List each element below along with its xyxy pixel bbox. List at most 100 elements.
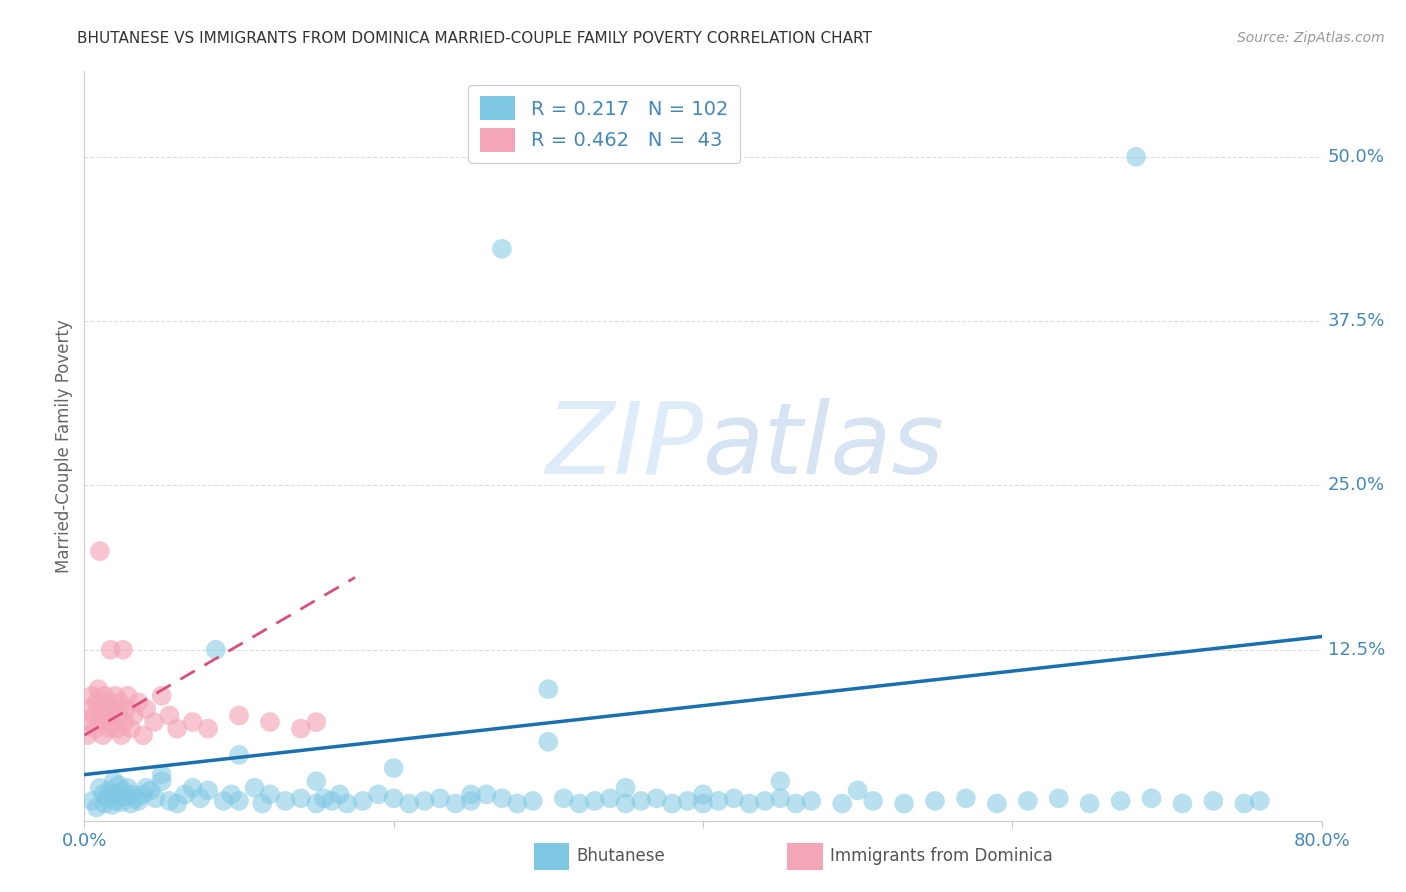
Point xyxy=(614,797,637,811)
Point xyxy=(87,682,110,697)
Point xyxy=(676,794,699,808)
Point xyxy=(86,800,108,814)
Point xyxy=(219,788,242,802)
Point xyxy=(723,791,745,805)
Point xyxy=(1125,150,1147,164)
Point xyxy=(112,783,135,797)
Text: 25.0%: 25.0% xyxy=(1327,476,1385,494)
Point xyxy=(117,780,139,795)
Point xyxy=(181,714,204,729)
Point xyxy=(82,689,104,703)
Text: BHUTANESE VS IMMIGRANTS FROM DOMINICA MARRIED-COUPLE FAMILY POVERTY CORRELATION : BHUTANESE VS IMMIGRANTS FROM DOMINICA MA… xyxy=(77,31,872,46)
Point xyxy=(89,714,111,729)
Point xyxy=(79,714,101,729)
Point xyxy=(429,791,451,805)
Point xyxy=(522,794,544,808)
Point xyxy=(86,695,108,709)
Point xyxy=(121,788,143,802)
Point xyxy=(110,728,132,742)
Point xyxy=(110,795,132,809)
Point xyxy=(112,642,135,657)
Point xyxy=(150,767,173,781)
Point xyxy=(290,722,312,736)
Point xyxy=(328,788,352,802)
Point xyxy=(243,780,266,795)
Point xyxy=(135,780,157,795)
Point xyxy=(491,791,513,805)
Point xyxy=(367,788,389,802)
Point xyxy=(107,778,129,792)
Point xyxy=(785,797,807,811)
Point xyxy=(98,722,121,736)
Point xyxy=(124,791,146,805)
Point xyxy=(1109,794,1132,808)
Y-axis label: Married-Couple Family Poverty: Married-Couple Family Poverty xyxy=(55,319,73,573)
Point xyxy=(707,794,730,808)
Point xyxy=(754,794,776,808)
Point xyxy=(105,788,128,802)
Point xyxy=(250,797,273,811)
Point xyxy=(553,791,575,805)
Point xyxy=(274,794,297,808)
Point xyxy=(89,780,111,795)
Point xyxy=(139,783,162,797)
Point xyxy=(382,761,405,775)
Point xyxy=(90,702,112,716)
Point xyxy=(93,797,115,811)
Point xyxy=(166,797,188,811)
Point xyxy=(120,722,142,736)
Point xyxy=(174,788,197,802)
Point xyxy=(259,714,281,729)
Point xyxy=(769,774,792,789)
Point xyxy=(135,702,157,716)
Point xyxy=(352,794,374,808)
Point xyxy=(91,788,114,802)
Point xyxy=(986,797,1008,811)
Point xyxy=(107,708,129,723)
Point xyxy=(228,708,250,723)
Point xyxy=(82,794,104,808)
Point xyxy=(127,794,149,808)
Point xyxy=(537,735,560,749)
Point xyxy=(460,788,482,802)
Point xyxy=(101,797,124,812)
Point xyxy=(769,791,792,805)
Point xyxy=(290,791,312,805)
Point xyxy=(103,774,125,789)
Text: Bhutanese: Bhutanese xyxy=(576,847,665,865)
Point xyxy=(103,702,125,716)
Point xyxy=(583,794,606,808)
Text: Immigrants from Dominica: Immigrants from Dominica xyxy=(830,847,1052,865)
Point xyxy=(645,791,668,805)
Point xyxy=(212,794,235,808)
Text: Source: ZipAtlas.com: Source: ZipAtlas.com xyxy=(1237,31,1385,45)
Point xyxy=(661,797,683,811)
Point xyxy=(630,794,652,808)
Point xyxy=(444,797,467,811)
Point xyxy=(1047,791,1070,805)
Point xyxy=(159,794,180,808)
Point xyxy=(1171,797,1194,811)
Point xyxy=(100,642,122,657)
Point xyxy=(108,695,131,709)
Point xyxy=(491,242,513,256)
Point xyxy=(98,783,121,797)
Point xyxy=(382,791,405,805)
Point xyxy=(1202,794,1225,808)
Point xyxy=(537,682,560,697)
Point xyxy=(143,714,166,729)
Legend: R = 0.217   N = 102, R = 0.462   N =  43: R = 0.217 N = 102, R = 0.462 N = 43 xyxy=(468,85,740,163)
Point xyxy=(692,797,714,811)
Point xyxy=(475,788,498,802)
Text: 12.5%: 12.5% xyxy=(1327,640,1385,659)
Point xyxy=(122,708,145,723)
Point xyxy=(77,702,100,716)
Point xyxy=(893,797,915,811)
Point xyxy=(862,794,884,808)
Point xyxy=(76,728,98,742)
Point xyxy=(166,722,188,736)
Point xyxy=(312,791,335,805)
Text: ZIP: ZIP xyxy=(544,398,703,494)
Point xyxy=(84,722,107,736)
Point xyxy=(197,783,219,797)
